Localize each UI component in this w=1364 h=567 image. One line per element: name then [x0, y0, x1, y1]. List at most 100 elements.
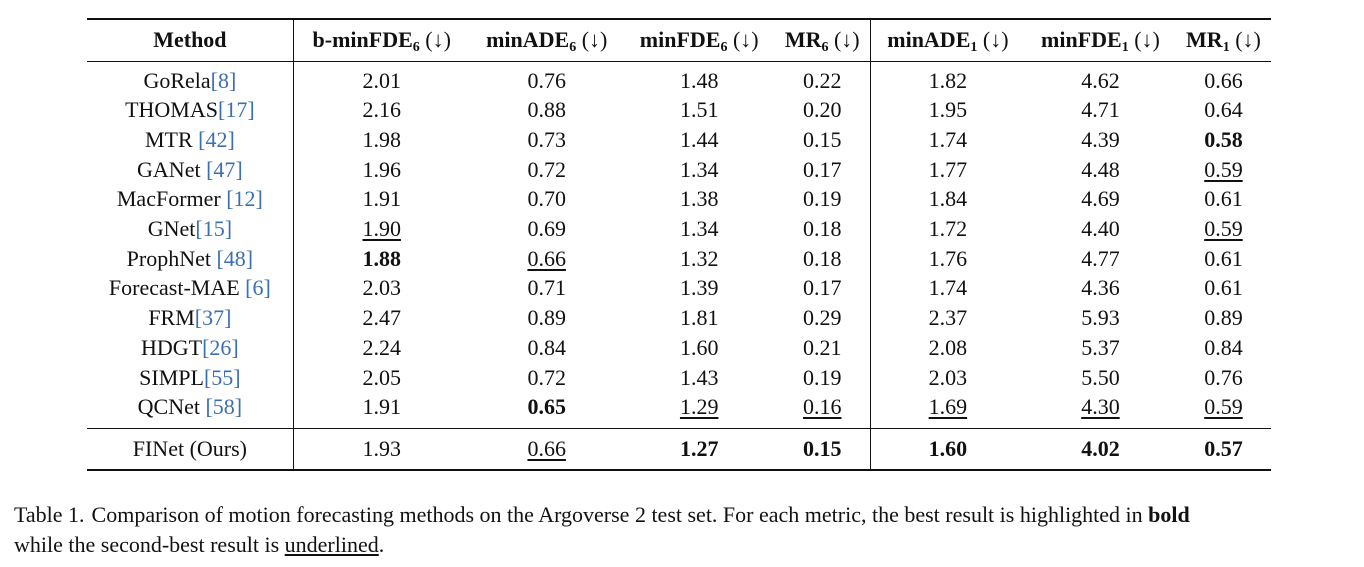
column-subscript: 6 — [569, 40, 577, 56]
metric-cell: 1.69 — [869, 392, 1025, 429]
metric-value: 0.59 — [1204, 216, 1243, 242]
metric-value: 2.03 — [362, 275, 401, 301]
metric-value: 1.34 — [679, 216, 719, 242]
metric-cell: 0.29 — [775, 303, 871, 333]
column-name: Method — [153, 27, 227, 53]
table-row: THOMAS[17] 2.16 0.88 1.51 0.20 1.95 4.71 0.64 — [87, 95, 1271, 125]
metric-value: 0.59 — [1204, 156, 1243, 182]
method-name: GANet — [137, 156, 201, 182]
metric-cell: 0.19 — [775, 363, 871, 393]
metric-cell: 0.15 — [775, 125, 871, 155]
down-arrow-icon: (↓) — [833, 27, 860, 53]
metric-value: 1.34 — [679, 156, 719, 182]
metric-value: 0.76 — [1204, 364, 1243, 390]
metric-cell: 2.03 — [292, 273, 470, 304]
metric-value: 0.18 — [802, 245, 842, 271]
metric-value: 1.95 — [928, 97, 968, 123]
metric-value: 5.37 — [1081, 334, 1120, 360]
column-header: MR6 (↓) — [774, 18, 871, 62]
metric-value: 1.44 — [679, 126, 719, 152]
metric-value: 0.71 — [527, 275, 566, 301]
metric-value: 2.03 — [928, 364, 968, 390]
citation-link: [6] — [245, 275, 271, 301]
metric-cell: 4.39 — [1025, 125, 1176, 155]
method-name: MTR — [144, 126, 193, 152]
table-row: QCNet [58] 1.91 0.65 1.29 0.16 1.69 4.30 0.59 — [87, 392, 1271, 429]
metric-value: 0.64 — [1204, 97, 1243, 123]
metric-value: 0.16 — [802, 394, 842, 420]
citation-link: [58] — [205, 394, 243, 420]
metric-value: 2.37 — [928, 305, 968, 331]
metric-cell: 0.66 — [469, 427, 624, 472]
metric-cell: 4.69 — [1025, 184, 1176, 214]
column-subscript: 1 — [1121, 40, 1129, 56]
metric-cell: 1.90 — [292, 214, 470, 244]
metric-cell: 1.96 — [292, 154, 470, 185]
metric-value: 2.08 — [928, 334, 968, 360]
metric-value: 2.47 — [362, 305, 401, 331]
metric-value: 1.76 — [928, 245, 968, 271]
method-name: HDGT — [141, 334, 203, 360]
metric-value: 0.17 — [802, 275, 842, 301]
table-row: ProphNet [48] 1.88 0.66 1.32 0.18 1.76 4.77 0.6… — [87, 243, 1271, 274]
metric-cell: 4.48 — [1025, 155, 1176, 185]
metric-value: 4.77 — [1081, 245, 1120, 271]
metric-value: 0.15 — [802, 126, 842, 152]
column-subscript: 1 — [1222, 40, 1230, 56]
metric-cell: 0.18 — [775, 244, 871, 274]
citation-link: [47] — [206, 156, 243, 182]
metric-cell: 1.98 — [292, 124, 470, 155]
metric-value: 4.71 — [1081, 97, 1120, 123]
metric-cell: 1.74 — [869, 273, 1025, 304]
metric-cell: 5.93 — [1025, 303, 1176, 333]
metric-value: 1.39 — [679, 275, 719, 301]
metric-value: 4.39 — [1081, 126, 1120, 152]
metric-cell: 0.88 — [470, 95, 624, 125]
metric-cell: 2.37 — [869, 303, 1025, 333]
metric-value: 0.57 — [1204, 436, 1243, 462]
metric-cell: 2.08 — [869, 332, 1025, 363]
metric-cell: 0.59 — [1176, 214, 1271, 244]
column-header: minFDE6 (↓) — [623, 18, 775, 62]
metric-value: 0.19 — [802, 186, 842, 212]
metric-value: 2.24 — [362, 334, 401, 360]
metric-cell: 1.84 — [869, 184, 1025, 215]
metric-value: 0.15 — [802, 436, 842, 462]
metric-value: 1.48 — [679, 67, 719, 93]
metric-value: 1.32 — [679, 245, 719, 271]
metric-cell: 1.88 — [292, 243, 470, 274]
citation-link: [8] — [210, 67, 237, 93]
down-arrow-icon: (↓) — [581, 27, 608, 53]
metric-cell: 0.61 — [1176, 273, 1271, 303]
metric-cell: 0.72 — [470, 363, 624, 393]
metric-cell: 1.27 — [623, 427, 775, 472]
metric-value: 0.66 — [1204, 67, 1243, 93]
metric-cell: 1.34 — [624, 155, 775, 185]
method-cell: GoRela[8] — [87, 61, 293, 95]
metric-value: 0.21 — [802, 334, 842, 360]
column-name: MR — [784, 27, 822, 53]
metric-cell: 0.72 — [470, 155, 624, 185]
metric-value: 4.40 — [1081, 216, 1120, 242]
metric-cell: 0.19 — [775, 184, 871, 214]
metric-value: 1.38 — [679, 186, 719, 212]
metric-cell: 4.62 — [1025, 61, 1176, 95]
caption-underline-word: underlined — [284, 532, 379, 557]
metric-cell: 1.43 — [624, 363, 775, 393]
metric-cell: 0.17 — [775, 155, 871, 185]
table-row: SIMPL[55] 2.05 0.72 1.43 0.19 2.03 5.50 0.76 — [87, 362, 1271, 393]
down-arrow-icon: (↓) — [732, 27, 759, 53]
column-subscript: 6 — [821, 40, 829, 56]
metric-cell: 0.18 — [775, 214, 871, 244]
metric-cell: 4.40 — [1025, 214, 1176, 244]
metric-value: 1.43 — [679, 364, 719, 390]
citation-link: [37] — [194, 305, 232, 331]
metric-value: 2.01 — [362, 67, 401, 93]
metric-value: 0.22 — [802, 67, 842, 93]
metric-value: 1.81 — [679, 305, 719, 331]
metric-value: 0.29 — [802, 305, 842, 331]
metric-cell: 0.16 — [775, 392, 871, 428]
table-header-row: Method b-minFDE6 (↓) minADE6 (↓) minFDE6 (↓… — [87, 18, 1271, 62]
metric-cell: 4.71 — [1025, 95, 1176, 125]
column-header: minADE6 (↓) — [469, 18, 624, 62]
